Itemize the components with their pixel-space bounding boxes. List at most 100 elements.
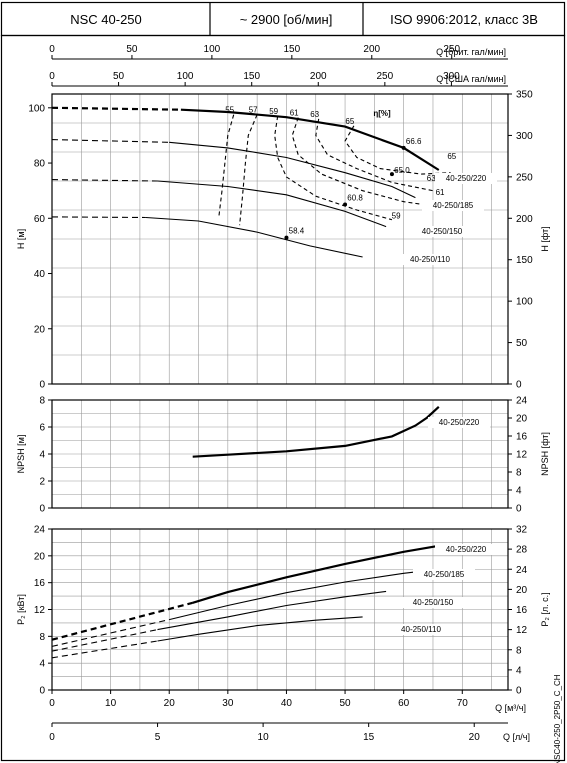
efficiency-value-label: 58.4 [289,227,305,236]
x-tick-label: 50 [339,698,351,709]
header-frame [0,1,566,37]
series-dashed-0 [51,106,181,111]
y2-tick-label: 0 [516,380,522,391]
y-tick-label: 24 [34,525,46,536]
y2-tick-label: 16 [516,432,528,443]
y-tick-label: 80 [34,159,46,170]
efficiency-value-label: 61 [436,188,445,197]
series-label: 40-250/110 [410,255,450,264]
series-line-0 [192,544,439,604]
efficiency-value-label: 65.0 [394,166,410,175]
x2-tick-label: 10 [258,732,270,743]
y2-tick-label: 16 [516,605,528,616]
y-tick-label: 0 [39,380,45,391]
efficiency-curve-label: 55 [225,106,234,115]
series-line-2 [157,590,387,631]
y-tick-label: 0 [39,504,45,515]
y-axis-label: H [м] [16,229,26,249]
series-label: 40-250/110 [401,625,441,634]
series-label-bg [413,569,475,580]
series-line-0 [192,405,440,458]
y-tick-label: 60 [34,214,46,225]
y-tick-label: 8 [39,632,45,643]
series-label: 40-250/185 [433,201,474,210]
header-standard: ISO 9906:2012, класс 3В [390,12,538,27]
header-speed: ~ 2900 [об/мин] [240,12,333,27]
series-label: 40-250/150 [422,227,463,236]
header: NSC 40-250 ~ 2900 [об/мин] ISO 9906:2012… [0,1,566,37]
efficiency-curve-label: 61 [290,108,299,117]
efficiency-value-label: 60.8 [347,193,363,202]
efficiency-value-label: 63 [427,174,436,183]
series-label-bg [390,624,452,635]
y2-tick-label: 4 [516,665,522,676]
x2-tick-label: 5 [155,732,161,743]
efficiency-curve-label: 65 [345,117,354,126]
series-dashed-2 [51,179,158,182]
x-tick-label: 60 [398,698,410,709]
y-tick-label: 0 [39,686,45,697]
y2-axis-label: NPSH [фт] [540,432,550,476]
efficiency-curve-label: 63 [310,110,319,119]
top-axis-tick-label: 100 [177,71,194,82]
y-tick-label: 40 [34,269,46,280]
efficiency-curve-1 [239,114,258,226]
y2-tick-label: 24 [516,565,528,576]
plot-frame [51,93,509,385]
y2-tick-label: 0 [516,504,522,515]
efficiency-value-label: 66.6 [406,137,422,146]
y2-axis-label: P₂ [л. с.] [540,592,550,626]
series-label-bg [435,544,497,555]
series-label: 40-250/220 [446,174,487,183]
y2-tick-label: 50 [516,338,528,349]
y2-tick-label: 150 [516,255,533,266]
y2-tick-label: 24 [516,396,528,407]
y-tick-label: 8 [39,396,45,407]
y-tick-label: 2 [39,477,45,488]
x-tick-label: 10 [105,698,117,709]
y2-tick-label: 0 [516,686,522,697]
efficiency-axis-label: η[%] [373,109,391,118]
x2-axis-label: Q [л/ч] [503,732,530,742]
bep-point-3 [284,235,289,240]
y-axis-label: P₂ [кВт] [16,594,26,625]
chart-watermark: NSC40-250_2P50_C_CH [553,674,562,763]
series-label-bg [435,173,497,184]
series-label: 40-250/220 [439,418,480,427]
y2-tick-label: 200 [516,214,533,225]
header-model: NSC 40-250 [70,12,142,27]
series-label-bg [399,254,461,265]
series-line-3 [157,616,363,642]
top-axis-tick-label: 250 [377,71,394,82]
y2-tick-label: 250 [516,172,533,183]
efficiency-curve-3 [291,117,434,207]
efficiency-curve-0 [218,114,235,216]
efficiency-curve-label: 59 [269,107,278,116]
y-tick-label: 20 [34,551,46,562]
chart-outer-frame [0,34,566,762]
head-panel: 0 20 40 60 80 100 0 50 100 150 200 250 300 350 H [м] H … [16,44,550,391]
efficiency-curve-2 [274,116,393,221]
bep-point-0 [401,145,406,150]
series-label-bg [428,417,490,428]
series-label-bg [402,597,464,608]
top-axis-tick-label: 100 [204,44,221,55]
x2-tick-label: 15 [363,732,375,743]
top-axis-tick-label: 150 [243,71,260,82]
efficiency-value-label: 59 [392,211,401,220]
y2-axis-label: H [фт] [540,226,550,251]
y2-tick-label: 12 [516,450,528,461]
y-tick-label: 4 [39,659,45,670]
efficiency-curve-5 [344,125,451,175]
y2-tick-label: 32 [516,525,528,536]
top-axis-tick-label: 50 [113,71,125,82]
y-tick-label: 4 [39,450,45,461]
y2-tick-label: 350 [516,90,533,101]
y2-tick-label: 8 [516,645,522,656]
y2-tick-label: 28 [516,545,528,556]
y2-tick-label: 12 [516,625,528,636]
series-line-3 [145,216,363,258]
series-line-2 [157,180,387,228]
x-tick-label: 70 [457,698,469,709]
